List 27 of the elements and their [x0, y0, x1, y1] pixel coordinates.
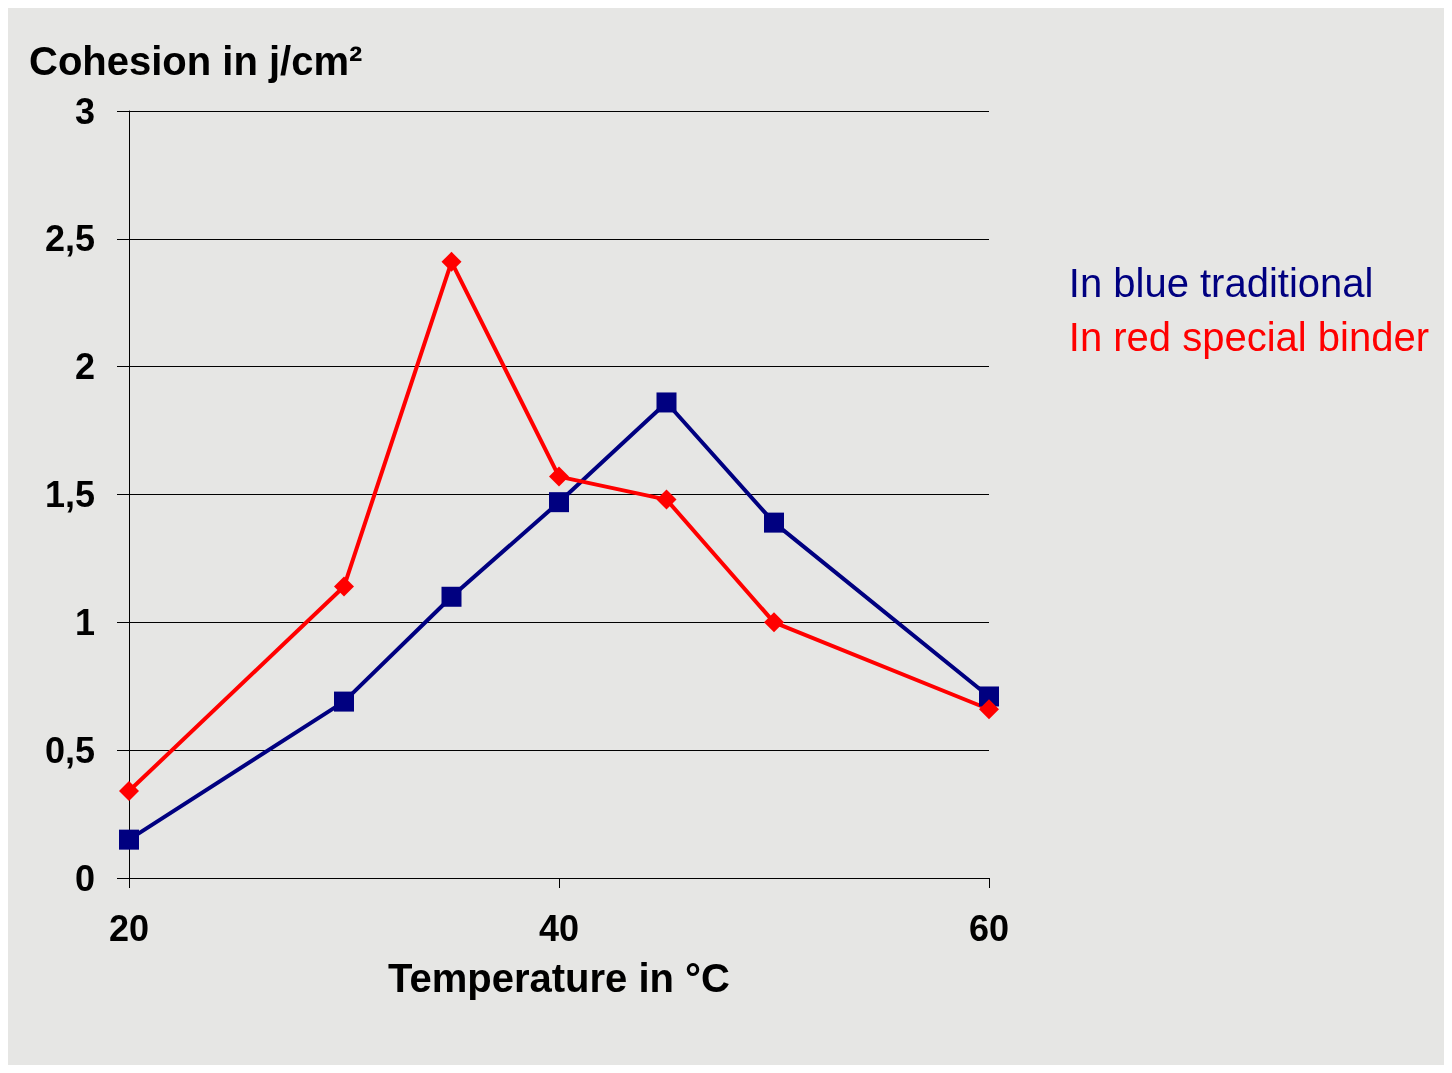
x-tick-label: 60 [968, 907, 1010, 949]
point [441, 586, 462, 607]
text: In blue traditional [1068, 261, 1374, 305]
point [764, 512, 784, 533]
point [764, 612, 784, 633]
point [334, 691, 354, 712]
y-axis-title: Cohesion in j/cm² [29, 39, 363, 83]
point [119, 781, 139, 802]
x-axis-title: Temperature in °C [388, 956, 730, 1000]
y-tick-label: 0 [74, 857, 95, 899]
x-tick-label: 20 [108, 907, 150, 949]
text: In red special binder [1068, 315, 1429, 359]
point [979, 699, 999, 720]
y-tick-label: 1,5 [44, 474, 95, 515]
x-tick-label: 40 [538, 907, 580, 949]
point [549, 492, 569, 513]
point [119, 829, 139, 850]
point [656, 392, 677, 413]
point [441, 251, 462, 272]
y-tick-label: 2 [74, 346, 95, 388]
y-tick-label: 2,5 [44, 218, 95, 260]
point [549, 466, 569, 487]
point [334, 576, 354, 597]
y-tick-label: 3 [74, 90, 95, 132]
point [656, 489, 677, 510]
y-tick-label: 1 [74, 601, 95, 643]
y-tick-label: 0,5 [44, 729, 95, 771]
